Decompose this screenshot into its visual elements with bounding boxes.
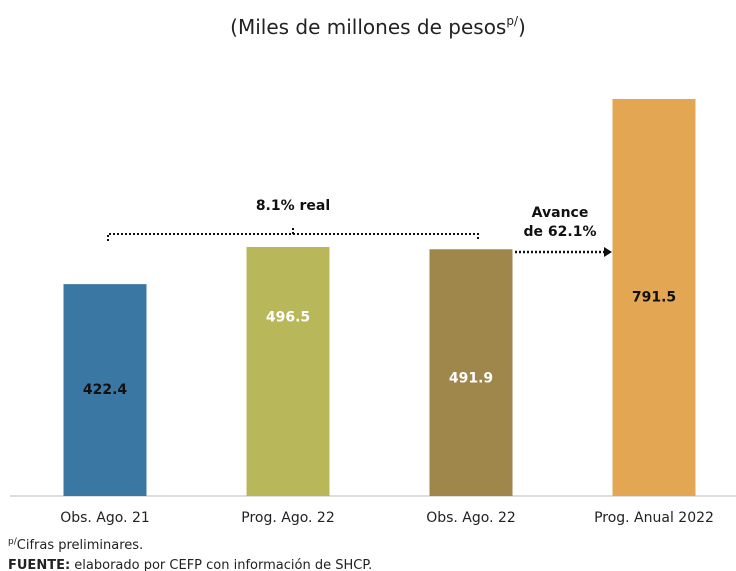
arrow-head <box>604 247 612 257</box>
source-label: FUENTE: <box>8 558 70 571</box>
title-text: (Miles de millones de pesos <box>230 15 506 39</box>
value-label: 422.4 <box>83 382 128 398</box>
note-sup: p/ <box>8 537 18 547</box>
x-tick-label: Obs. Ago. 22 <box>426 510 516 526</box>
source: FUENTE: elaborado por CEFP con informaci… <box>8 558 372 571</box>
x-tick-label: Prog. Anual 2022 <box>594 510 714 526</box>
chart-title: (Miles de millones de pesosp/) <box>230 14 526 39</box>
x-tick-label: Obs. Ago. 21 <box>60 510 150 526</box>
source-text: elaborado por CEFP con información de SH… <box>70 558 372 571</box>
bracket <box>107 226 479 241</box>
title-end: ) <box>518 15 526 39</box>
x-tick-label: Prog. Ago. 22 <box>241 510 335 526</box>
value-label: 491.9 <box>449 371 493 387</box>
bar <box>63 284 147 496</box>
note: p/Cifras preliminares. <box>8 537 143 553</box>
title-sup: p/ <box>506 14 519 28</box>
bar <box>612 99 696 496</box>
note-text: Cifras preliminares. <box>17 538 143 553</box>
value-label: 496.5 <box>266 309 310 325</box>
value-label: 791.5 <box>632 290 676 306</box>
bar <box>246 246 330 496</box>
annotation: Avance <box>532 205 589 221</box>
annotation: 8.1% real <box>256 198 330 214</box>
annotation: de 62.1% <box>524 224 597 240</box>
bar <box>429 249 513 496</box>
